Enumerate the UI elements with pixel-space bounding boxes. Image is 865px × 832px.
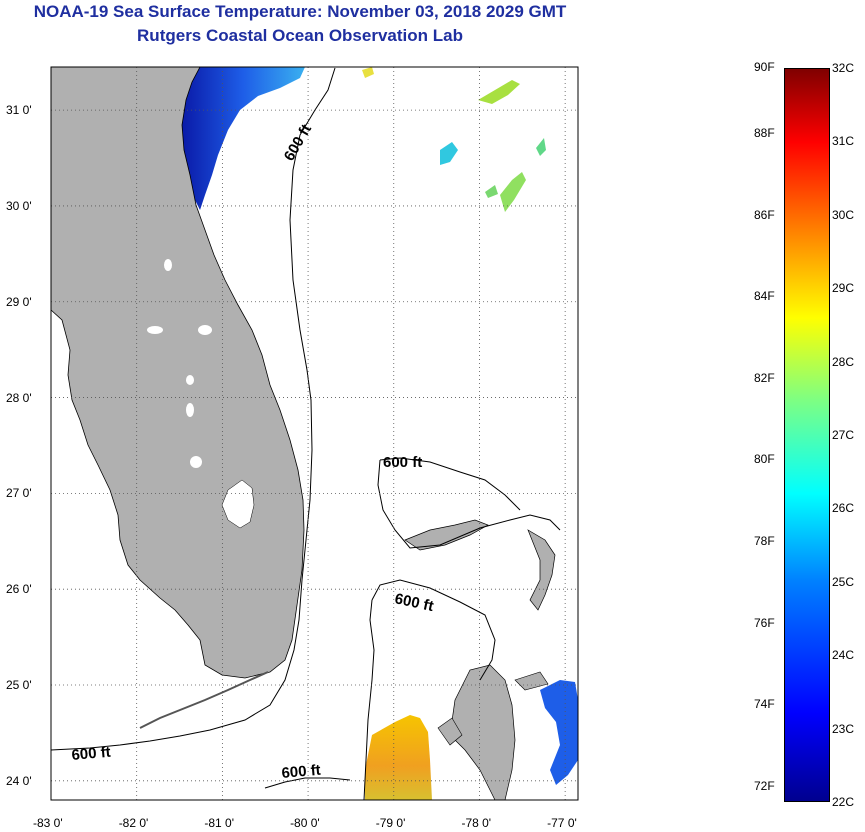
lon-tick-label: -81 0' — [204, 816, 235, 830]
lat-tick-label: 28 0' — [6, 390, 32, 405]
lat-tick-label: 30 0' — [6, 198, 32, 213]
colorbar-f-label: 88F — [754, 126, 775, 141]
lat-tick-label: 26 0' — [6, 582, 32, 597]
lat-tick-label: 29 0' — [6, 294, 32, 309]
colorbar-f-label: 84F — [754, 289, 775, 304]
grand-bahama-island — [404, 519, 489, 551]
contour-600ft-florida — [51, 67, 336, 751]
colorbar-f-label: 72F — [754, 778, 775, 793]
lon-tick-label: -79 0' — [375, 816, 406, 830]
lon-tick-label: -77 0' — [547, 816, 577, 830]
map-border — [50, 66, 579, 801]
map-title: NOAA-19 Sea Surface Temperature: Novembe… — [33, 2, 567, 21]
colorbar-c-label: 32C — [832, 61, 855, 75]
colorbar-c-label: 29C — [832, 281, 855, 296]
florida-keys — [139, 671, 269, 729]
interior-lake — [186, 375, 194, 385]
lat-tick-label: 31 0' — [6, 103, 32, 118]
lat-tick-label: 25 0' — [6, 678, 32, 693]
sst-patch-center-cyan — [440, 142, 458, 165]
colorbar-f-label: 74F — [754, 697, 775, 712]
lon-tick-label: -83 0' — [33, 816, 63, 830]
lon-tick-label: -82 0' — [118, 816, 149, 830]
colorbar-f-label: 80F — [754, 452, 775, 467]
colorbar-c-label: 31C — [832, 134, 855, 149]
colorbar-f-label: 78F — [754, 534, 775, 549]
abaco-island — [527, 529, 556, 611]
colorbar-c-label: 22C — [832, 795, 855, 809]
sst-patch-mid-green-2 — [485, 185, 498, 198]
sst-patch-georgia-coast — [182, 67, 305, 210]
interior-lake — [198, 325, 212, 335]
colorbar-f-label: 86F — [754, 207, 775, 222]
contour-600ft-great-bahama — [363, 579, 496, 800]
colorbar-f-label: 90F — [754, 60, 775, 74]
colorbar-c-label: 30C — [832, 207, 855, 222]
lon-tick-label: -80 0' — [290, 816, 320, 830]
colorbar-c-label: 27C — [832, 428, 855, 442]
interior-lake — [190, 456, 202, 468]
contour-label: 600 ft — [281, 762, 322, 782]
sst-patch-top-yellow — [362, 67, 374, 78]
sst-patch-cay-sal — [365, 715, 432, 800]
colorbar-c-label: 25C — [832, 574, 855, 589]
lon-tick-label: -78 0' — [461, 816, 492, 830]
eleuthera-island — [514, 671, 549, 691]
lake-okeechobee — [221, 479, 255, 529]
andros-south — [437, 717, 463, 746]
colorbar-f-label: 76F — [754, 615, 775, 630]
sst-patch-bahamas-east — [540, 680, 578, 785]
temperature-colorbar — [784, 68, 830, 802]
lat-tick-label: 27 0' — [6, 486, 32, 501]
map-subtitle: Rutgers Coastal Ocean Observation Lab — [137, 26, 463, 45]
interior-lake — [164, 259, 172, 271]
colorbar-c-label: 24C — [832, 648, 855, 663]
sst-patch-mid-green — [500, 172, 526, 212]
contour-600ft-little-bahama — [377, 457, 561, 549]
interior-lake — [186, 403, 194, 417]
colorbar-f-label: 82F — [754, 370, 775, 385]
colorbar-c-label: 23C — [832, 721, 855, 736]
colorbar-c-label: 28C — [832, 354, 855, 369]
lat-tick-label: 24 0' — [6, 773, 32, 788]
contour-label: 600 ft — [383, 454, 422, 471]
sst-patch-north-green — [478, 80, 520, 104]
andros-island — [449, 664, 516, 800]
interior-lake — [147, 326, 163, 334]
colorbar-c-label: 26C — [832, 501, 855, 516]
contour-600ft-cay-sal — [264, 777, 351, 789]
sst-patch-small-green — [536, 138, 546, 156]
contour-label: 600 ft — [71, 744, 112, 764]
